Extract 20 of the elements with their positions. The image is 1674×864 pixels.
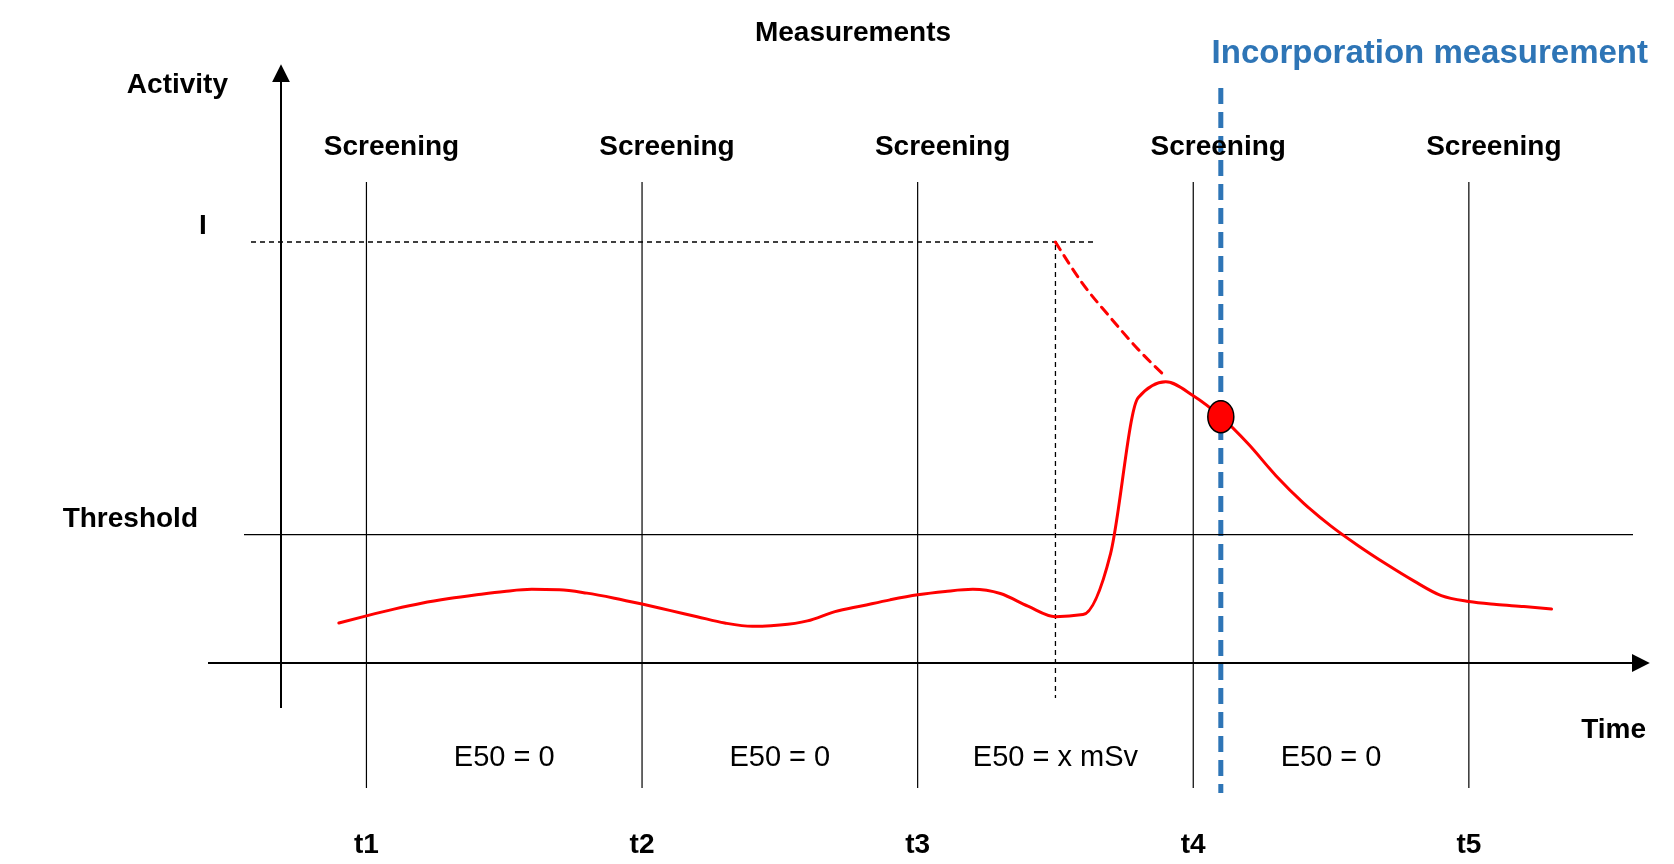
text: Screening	[874, 130, 1011, 161]
text: Incorporation measurement	[1211, 33, 1648, 70]
x-tick-label: t5	[1456, 828, 1482, 859]
ref-line-label: I	[199, 209, 207, 240]
text: Screening	[1150, 130, 1286, 161]
x-tick-label: t2	[629, 828, 655, 859]
x-tick-label: t4	[1180, 828, 1207, 859]
text: Screening	[323, 130, 460, 161]
text: Screening	[1426, 130, 1562, 161]
text: E50 = 0	[453, 740, 555, 772]
text: Screening	[599, 130, 735, 161]
x-tick-label: t1	[353, 828, 379, 859]
text: E50 = x mSv	[972, 740, 1139, 772]
ref-line-label: Threshold	[62, 501, 198, 533]
x-tick-label: t3	[905, 828, 931, 859]
text: E50 = 0	[729, 740, 831, 772]
text: E50 = 0	[1280, 740, 1382, 772]
chart-title: Measurements	[754, 16, 952, 47]
text: Activity	[126, 68, 229, 99]
x-axis-title: Time	[1581, 713, 1646, 744]
